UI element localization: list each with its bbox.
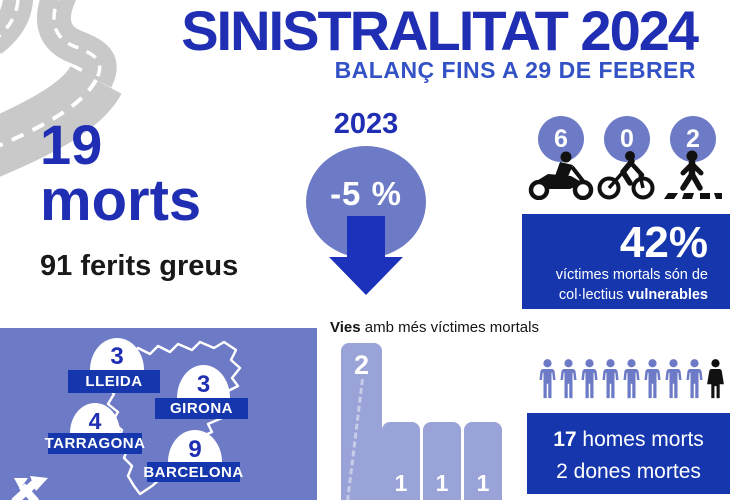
men-deaths-label: homes morts (576, 428, 704, 451)
down-arrow-icon (347, 216, 385, 258)
comparison-year: 2023 (333, 108, 399, 140)
road-bar-3: 1 (423, 422, 461, 500)
women-deaths-line: 2 dones mortes (556, 459, 701, 483)
man-icon (602, 359, 619, 399)
roads-title-bold: Vies (330, 319, 361, 336)
junction-icon (11, 476, 48, 500)
tarragona-label: TARRAGONA (44, 433, 146, 454)
pedestrian-counter: 2 (660, 116, 726, 200)
gender-totals-box: 17 homes morts 2 dones mortes (527, 413, 730, 494)
deaths-value: 19 (40, 113, 103, 176)
man-icon (665, 359, 682, 399)
road-graphic (0, 0, 122, 177)
road-bar-4: 1 (464, 422, 502, 500)
vulnerable-counters: 6 0 2 (528, 116, 728, 200)
vulnerable-caption-line1: víctimes mortals són de (555, 267, 708, 284)
man-icon (560, 359, 577, 399)
road-bar-3-value: 1 (435, 470, 449, 496)
vulnerable-percent: 42% (619, 218, 708, 267)
road-bar-1-value: 2 (353, 350, 370, 380)
comparison-change: -5 % (330, 175, 402, 212)
girona-label: GIRONA (155, 398, 248, 419)
road-bar-1: 2 (341, 343, 382, 500)
pedestrian-icon (664, 150, 722, 199)
roads-chart-title: Vies amb més víctimes mortals (330, 319, 539, 336)
vulnerable-caption: víctimes mortals són de col·lectius vuln… (530, 266, 708, 305)
down-arrow-head-icon (329, 257, 403, 295)
injured-text: 91 ferits greus (40, 250, 239, 282)
man-icon (623, 359, 640, 399)
motorcycle-count: 6 (538, 116, 584, 162)
roads-title-rest: amb més víctimes mortals (360, 319, 539, 336)
man-icon (686, 359, 703, 399)
motorcycle-counter: 6 (528, 116, 594, 200)
page-title: SINISTRALITAT 2024 (181, 0, 699, 62)
motorcycle-icon (528, 151, 594, 200)
woman-icon (707, 359, 724, 399)
man-icon (539, 359, 556, 399)
road-bar-2-value: 1 (394, 470, 408, 496)
bicycle-icon (597, 151, 655, 200)
deaths-headline: 19 morts (40, 113, 202, 233)
vulnerable-caption-bold: vulnerables (627, 286, 708, 303)
vulnerable-caption-line2: col·lectius (558, 286, 628, 303)
page-subtitle: BALANÇ FINS A 29 DE FEBRER (334, 57, 696, 83)
men-deaths-line: 17 homes morts (527, 424, 730, 456)
barcelona-label: BARCELONA (143, 462, 244, 482)
man-icon (581, 359, 598, 399)
bicycle-counter: 0 (594, 116, 660, 200)
deaths-label: morts (40, 167, 202, 233)
men-deaths-value: 17 (553, 428, 577, 451)
gender-pictogram (537, 358, 726, 400)
vulnerable-percent-box: 42% víctimes mortals són de col·lectius … (522, 214, 730, 309)
lleida-label: LLEIDA (68, 370, 160, 393)
man-icon (644, 359, 661, 399)
road-bar-2: 1 (382, 422, 420, 500)
catalonia-map-panel: 3 LLEIDA 3 GIRONA 4 TARRAGONA 9 BARCELON… (0, 328, 317, 500)
road-bar-4-value: 1 (476, 470, 490, 496)
